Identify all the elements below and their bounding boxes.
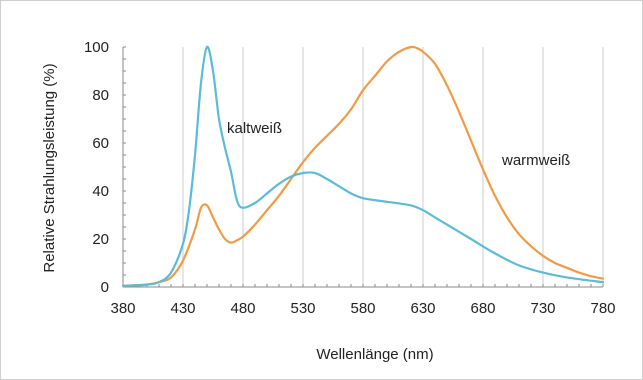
- x-tick-label-730: 730: [530, 300, 555, 317]
- x-tick-label-380: 380: [110, 300, 135, 317]
- x-tick-label-580: 580: [350, 300, 375, 317]
- series-line-warmweiss: [121, 45, 605, 287]
- x-tick-label-680: 680: [470, 300, 495, 317]
- y-tick-label-100: 100: [84, 39, 109, 56]
- tick-labels: 380 430 480 530 580 630 680 730 780 0 20 40 60 80 100: [84, 39, 616, 317]
- y-tick-label-60: 60: [92, 135, 109, 152]
- y-tick-label-80: 80: [92, 87, 109, 104]
- x-tick-label-630: 630: [410, 300, 435, 317]
- x-tick-label-480: 480: [230, 300, 255, 317]
- y-tick-label-20: 20: [92, 231, 109, 248]
- y-tick-label-0: 0: [101, 279, 109, 296]
- series-label-warmweiss: warmweiß: [501, 152, 570, 169]
- x-tick-label-780: 780: [590, 300, 615, 317]
- series-lines: [121, 45, 605, 287]
- axis-ticks: [122, 46, 604, 288]
- series-label-kaltweiss: kaltweiß: [227, 120, 282, 137]
- x-axis-title: Wellenlänge (nm): [316, 346, 433, 363]
- y-tick-label-40: 40: [92, 183, 109, 200]
- y-axis-title: Relative Strahlungsleistung (%): [41, 63, 58, 272]
- x-tick-label-530: 530: [290, 300, 315, 317]
- series-line-kaltweiss: [121, 45, 605, 287]
- x-tick-label-430: 430: [170, 300, 195, 317]
